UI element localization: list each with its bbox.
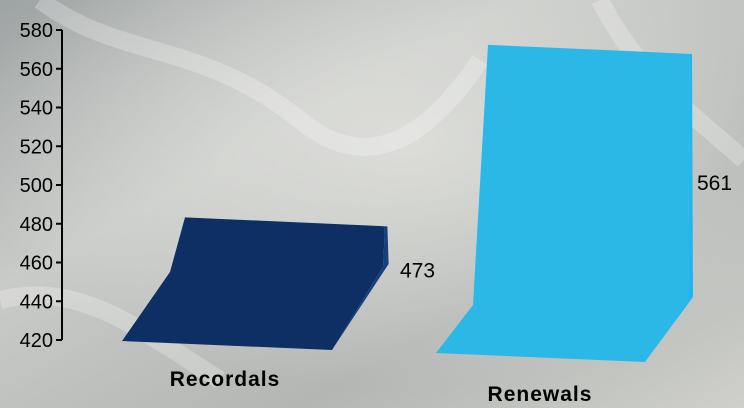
y-tick-label: 580 (20, 20, 53, 42)
bar-face (122, 217, 385, 350)
y-tick-label: 480 (20, 214, 53, 236)
y-tick-label: 420 (20, 330, 53, 352)
bar-recordals (122, 217, 389, 350)
y-tick-label: 540 (20, 98, 53, 120)
y-tick-label: 440 (20, 291, 53, 313)
bar-face (436, 44, 690, 362)
y-tick-label: 520 (20, 136, 53, 158)
y-axis: 420 440 460 480 500 520 540 560 580 (20, 20, 63, 352)
y-tick-label: 500 (20, 175, 53, 197)
category-label-renewals: Renewals (488, 383, 593, 406)
data-label-renewals: 561 (697, 172, 732, 195)
category-label-recordals: Recordals (170, 368, 281, 391)
category-labels: Recordals Renewals (170, 368, 593, 406)
bar-renewals (436, 44, 693, 362)
y-tick-label: 460 (20, 253, 53, 275)
data-label-recordals: 473 (400, 259, 435, 282)
data-labels: 473 561 (400, 172, 732, 283)
bars (122, 44, 693, 362)
y-tick-label: 560 (20, 59, 53, 81)
